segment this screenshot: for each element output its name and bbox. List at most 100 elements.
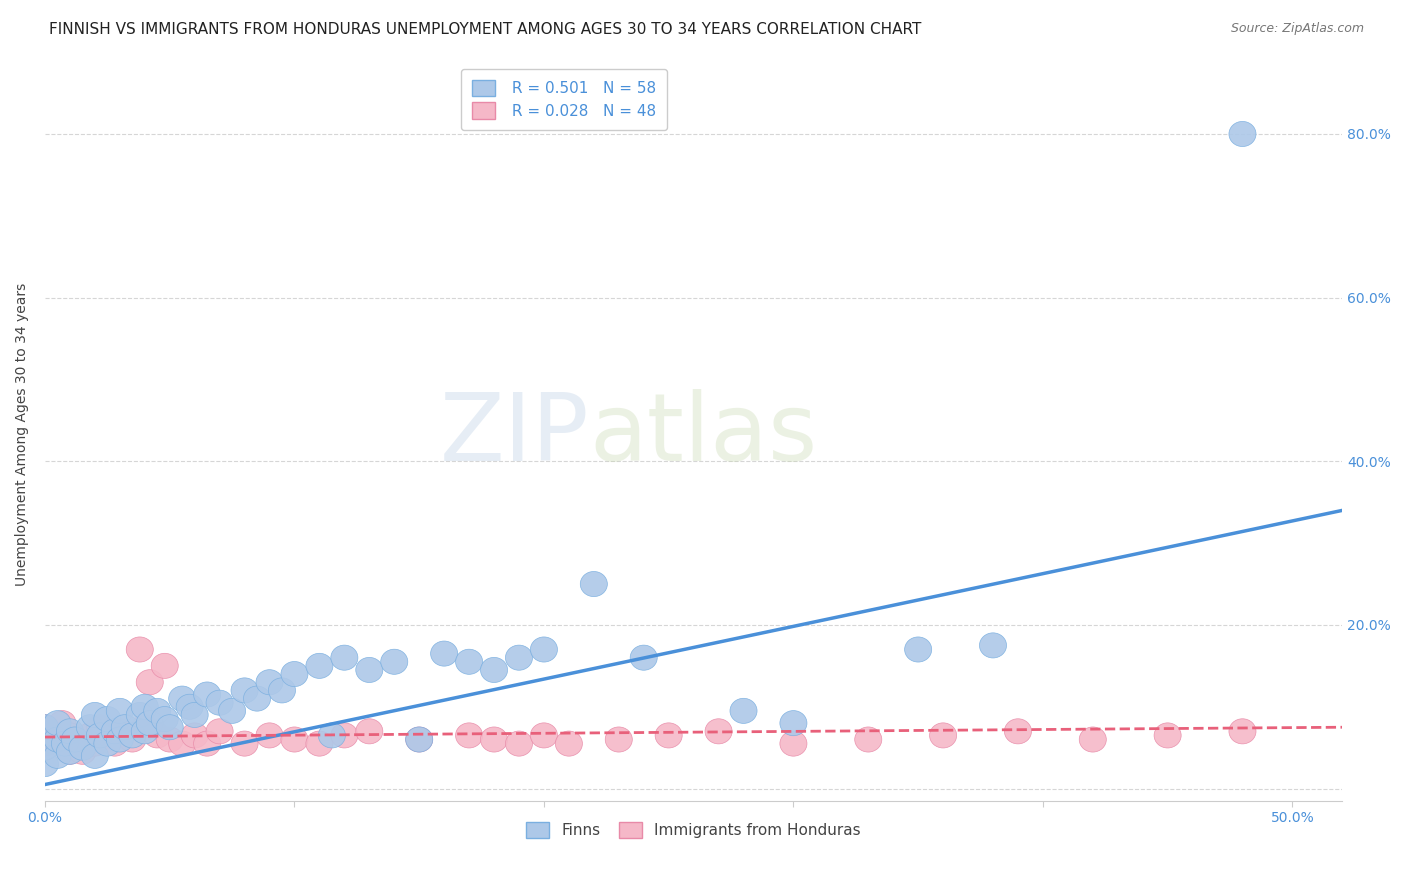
Text: FINNISH VS IMMIGRANTS FROM HONDURAS UNEMPLOYMENT AMONG AGES 30 TO 34 YEARS CORRE: FINNISH VS IMMIGRANTS FROM HONDURAS UNEM… — [49, 22, 921, 37]
Ellipse shape — [56, 739, 83, 764]
Ellipse shape — [855, 727, 882, 752]
Ellipse shape — [76, 723, 104, 748]
Legend: Finns, Immigrants from Honduras: Finns, Immigrants from Honduras — [520, 815, 868, 845]
Ellipse shape — [980, 632, 1007, 658]
Y-axis label: Unemployment Among Ages 30 to 34 years: Unemployment Among Ages 30 to 34 years — [15, 283, 30, 586]
Ellipse shape — [307, 653, 333, 679]
Ellipse shape — [31, 731, 59, 756]
Ellipse shape — [107, 698, 134, 723]
Ellipse shape — [530, 637, 557, 662]
Ellipse shape — [69, 739, 96, 764]
Ellipse shape — [530, 723, 557, 748]
Ellipse shape — [581, 572, 607, 597]
Ellipse shape — [127, 702, 153, 728]
Ellipse shape — [704, 719, 733, 744]
Ellipse shape — [131, 714, 159, 739]
Ellipse shape — [44, 743, 70, 768]
Ellipse shape — [381, 649, 408, 674]
Ellipse shape — [44, 727, 70, 752]
Ellipse shape — [44, 711, 70, 736]
Ellipse shape — [131, 694, 159, 719]
Ellipse shape — [82, 731, 108, 756]
Ellipse shape — [69, 735, 96, 760]
Ellipse shape — [56, 719, 83, 744]
Ellipse shape — [307, 731, 333, 756]
Ellipse shape — [31, 714, 59, 739]
Ellipse shape — [169, 731, 195, 756]
Ellipse shape — [143, 698, 170, 723]
Ellipse shape — [194, 731, 221, 756]
Ellipse shape — [605, 727, 633, 752]
Text: Source: ZipAtlas.com: Source: ZipAtlas.com — [1230, 22, 1364, 36]
Ellipse shape — [136, 670, 163, 695]
Ellipse shape — [31, 735, 59, 760]
Ellipse shape — [555, 731, 582, 756]
Ellipse shape — [406, 727, 433, 752]
Ellipse shape — [1080, 727, 1107, 752]
Ellipse shape — [1154, 723, 1181, 748]
Ellipse shape — [356, 719, 382, 744]
Ellipse shape — [86, 723, 114, 748]
Ellipse shape — [49, 711, 76, 736]
Ellipse shape — [86, 714, 114, 739]
Ellipse shape — [156, 727, 183, 752]
Ellipse shape — [101, 731, 128, 756]
Ellipse shape — [131, 719, 159, 744]
Ellipse shape — [1229, 719, 1256, 744]
Ellipse shape — [37, 723, 63, 748]
Ellipse shape — [256, 723, 283, 748]
Ellipse shape — [256, 670, 283, 695]
Ellipse shape — [929, 723, 956, 748]
Ellipse shape — [62, 727, 89, 752]
Ellipse shape — [76, 714, 104, 739]
Ellipse shape — [31, 751, 59, 777]
Ellipse shape — [181, 723, 208, 748]
Ellipse shape — [207, 690, 233, 715]
Ellipse shape — [330, 723, 359, 748]
Ellipse shape — [94, 723, 121, 748]
Ellipse shape — [243, 686, 270, 711]
Ellipse shape — [481, 727, 508, 752]
Ellipse shape — [194, 682, 221, 707]
Ellipse shape — [111, 714, 138, 739]
Ellipse shape — [127, 637, 153, 662]
Text: ZIP: ZIP — [440, 389, 591, 481]
Ellipse shape — [56, 739, 83, 764]
Ellipse shape — [44, 727, 70, 752]
Ellipse shape — [281, 662, 308, 687]
Ellipse shape — [101, 719, 128, 744]
Ellipse shape — [169, 686, 195, 711]
Ellipse shape — [904, 637, 932, 662]
Ellipse shape — [1004, 719, 1032, 744]
Ellipse shape — [156, 714, 183, 739]
Ellipse shape — [82, 702, 108, 728]
Ellipse shape — [118, 723, 146, 748]
Ellipse shape — [481, 657, 508, 682]
Ellipse shape — [107, 719, 134, 744]
Ellipse shape — [94, 731, 121, 756]
Ellipse shape — [456, 723, 482, 748]
Ellipse shape — [655, 723, 682, 748]
Ellipse shape — [231, 678, 259, 703]
Ellipse shape — [318, 723, 346, 748]
Ellipse shape — [31, 714, 59, 739]
Ellipse shape — [356, 657, 382, 682]
Ellipse shape — [152, 653, 179, 679]
Text: atlas: atlas — [591, 389, 818, 481]
Ellipse shape — [94, 706, 121, 731]
Ellipse shape — [107, 727, 134, 752]
Ellipse shape — [118, 727, 146, 752]
Ellipse shape — [330, 645, 359, 670]
Ellipse shape — [269, 678, 295, 703]
Ellipse shape — [218, 698, 246, 723]
Ellipse shape — [152, 706, 179, 731]
Ellipse shape — [62, 731, 89, 756]
Ellipse shape — [456, 649, 482, 674]
Ellipse shape — [780, 731, 807, 756]
Ellipse shape — [1229, 121, 1256, 146]
Ellipse shape — [505, 731, 533, 756]
Ellipse shape — [56, 723, 83, 748]
Ellipse shape — [176, 694, 204, 719]
Ellipse shape — [181, 702, 208, 728]
Ellipse shape — [780, 711, 807, 736]
